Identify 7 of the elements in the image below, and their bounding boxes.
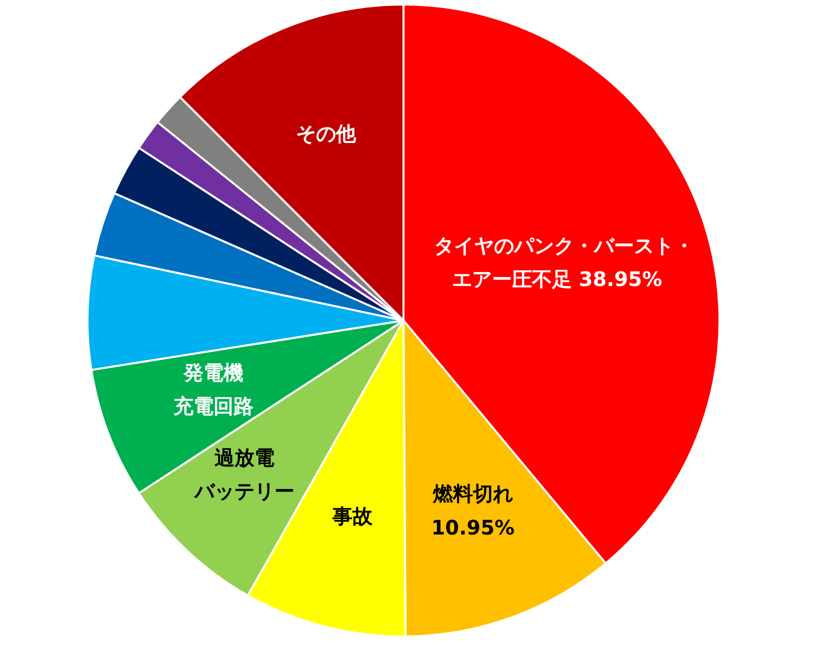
slice-label: タイヤのパンク・バースト・エアー圧不足 38.95%	[434, 234, 694, 292]
slice-label: 発電機充電回路	[172, 360, 254, 418]
slice-label: その他	[296, 122, 358, 146]
slice-label: 事故	[332, 504, 374, 528]
slice-label: 過放電バッテリー	[194, 446, 295, 504]
data-label: 10.95%	[431, 515, 515, 540]
slice-label: 燃料切れ	[432, 482, 513, 506]
